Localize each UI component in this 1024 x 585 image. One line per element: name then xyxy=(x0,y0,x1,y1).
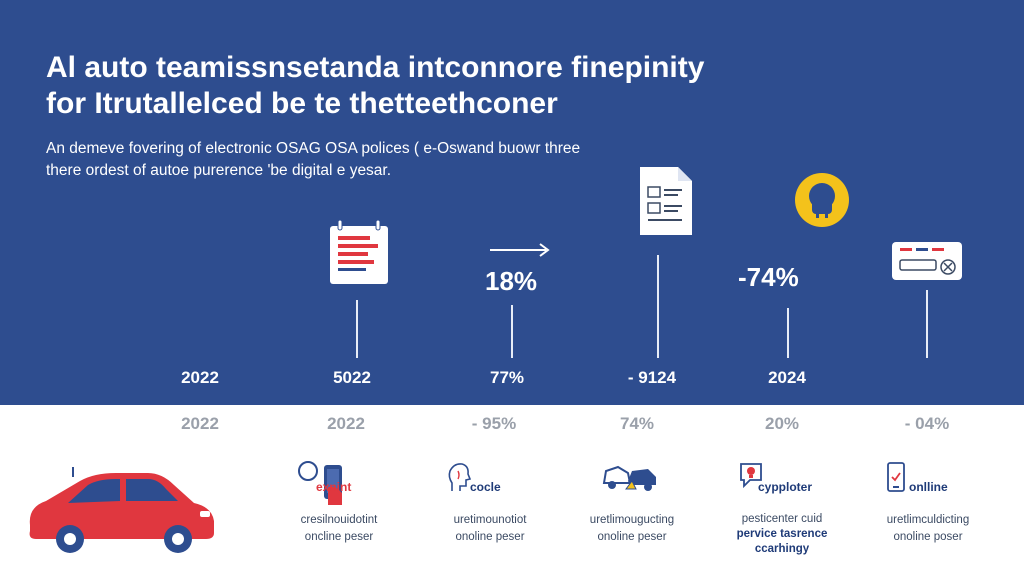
lower-value: - 04% xyxy=(904,414,950,433)
document-chart-icon xyxy=(330,220,388,284)
subtitle-line-1: An demeve fovering of electronic OSAG OS… xyxy=(46,140,581,157)
lower-panel: 2022 2022 - 95% 74% 20% - 04% exnint cre… xyxy=(0,405,1024,585)
caption-line: pesticenter cuid xyxy=(741,513,823,525)
feature-caption: pesticenter cuid pervice tasrence ccarhi… xyxy=(722,512,842,557)
feature-caption: uretlimougucting onoline peser xyxy=(572,512,692,546)
caption-line: cresilnouidotint xyxy=(300,514,378,526)
caption-line: pervice tasrence xyxy=(736,528,828,540)
mobile-check-icon xyxy=(887,462,905,492)
timeline-line-3 xyxy=(657,255,659,358)
phone-touch-icon xyxy=(298,461,342,505)
year-label: - 9124 xyxy=(627,368,677,387)
feature-label: cypploter xyxy=(758,480,813,494)
feature-caption: uretimounotiot onoline peser xyxy=(430,512,550,546)
lower-value: 20% xyxy=(764,414,800,433)
caption-line: ccarhingy xyxy=(754,543,810,555)
year-label: 77% xyxy=(489,368,525,387)
timeline-line-1 xyxy=(356,300,358,358)
lower-value: 2022 xyxy=(327,414,365,433)
plug-badge-icon xyxy=(795,173,849,227)
caption-line: oncline peser xyxy=(304,531,374,543)
caption-line: onoline poser xyxy=(893,531,963,543)
caption-line: uretimounotiot xyxy=(453,514,527,526)
caption-line: onoline peser xyxy=(455,531,525,543)
car-crash-icon xyxy=(602,465,656,491)
feature-caption: uretlimculdicting onoline poser xyxy=(868,512,988,546)
feature-caption: cresilnouidotint oncline peser xyxy=(279,512,399,546)
chat-lightbulb-icon xyxy=(740,463,762,489)
stat-18: 18% xyxy=(485,266,538,296)
timeline-line-4 xyxy=(787,308,789,358)
face-profile-icon xyxy=(448,463,472,491)
lower-value: 2022 xyxy=(181,414,219,433)
subtitle: An demeve fovering of electronic OSAG OS… xyxy=(46,138,646,182)
year-label: 5022 xyxy=(333,368,371,387)
form-document-icon xyxy=(640,167,692,235)
timeline-line-5 xyxy=(926,290,928,358)
page-title: Al auto teamissnsetanda intconnore finep… xyxy=(46,50,1006,122)
caption-line: uretlimculdicting xyxy=(886,514,970,526)
feature-label: cocle xyxy=(470,480,501,494)
car-icon xyxy=(29,467,214,553)
subtitle-line-2: there ordest of autoe purerence 'be digi… xyxy=(46,162,392,179)
header-panel: Al auto teamissnsetanda intconnore finep… xyxy=(0,0,1024,405)
feature-label: onlline xyxy=(909,480,948,494)
caption-line: uretlimougucting xyxy=(589,514,675,526)
year-label: 2024 xyxy=(768,368,806,387)
arrow-right-icon xyxy=(490,243,550,257)
card-close-icon xyxy=(892,242,962,280)
title-line-1: Al auto teamissnsetanda intconnore finep… xyxy=(46,51,705,84)
timeline-line-2 xyxy=(511,305,513,358)
caption-line: onoline peser xyxy=(597,531,667,543)
year-label: 2022 xyxy=(181,368,219,387)
feature-label: exnint xyxy=(316,480,352,494)
stat-74: -74% xyxy=(738,262,799,292)
title-line-2: for Itrutallelced be te thetteethconer xyxy=(46,87,558,120)
lower-value: - 95% xyxy=(471,414,517,433)
lower-value: 74% xyxy=(619,414,655,433)
